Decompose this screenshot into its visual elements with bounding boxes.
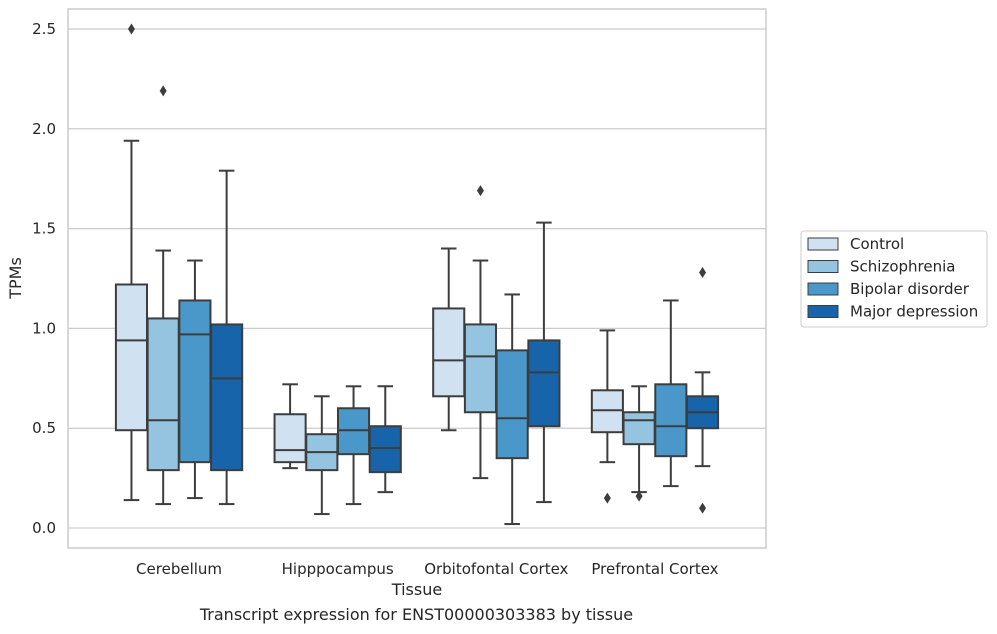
plot-frame <box>67 8 767 549</box>
box-2-2 <box>495 293 529 526</box>
x-axis-ticks: Cerebellum Hipppocampus Orbitofontal Corte… <box>136 560 719 578</box>
box-rect <box>463 323 498 414</box>
y-axis-title: TPMs <box>6 257 25 300</box>
y-axis-ticks: 0.0 0.5 1.0 1.5 2.0 2.5 <box>32 20 56 537</box>
box-3-0 <box>210 169 244 506</box>
x-tick-label: Cerebellum <box>136 560 222 578</box>
box-0-0 <box>114 23 149 502</box>
y-tick-label: 2.5 <box>32 20 56 38</box>
box-rect <box>495 349 529 460</box>
box-2-0 <box>178 259 212 500</box>
y-tick-label: 2.0 <box>32 120 56 138</box>
box-1-2 <box>463 185 498 480</box>
legend-swatch <box>807 282 839 296</box>
box-rect <box>210 323 244 472</box>
y-tick-label: 1.0 <box>32 319 56 337</box>
box-0-3 <box>590 329 624 504</box>
outlier-marker <box>159 85 167 97</box>
x-tick-label: Prefrontal Cortex <box>591 560 718 578</box>
x-axis-title: Tissue <box>391 580 442 599</box>
y-tick-label: 1.5 <box>32 220 56 238</box>
outlier-marker <box>476 185 484 197</box>
outlier-marker <box>127 23 135 35</box>
box-0-2 <box>432 247 466 432</box>
outlier-marker <box>699 267 707 279</box>
box-rect <box>114 283 149 432</box>
legend-label: Major depression <box>850 303 978 321</box>
box-rect <box>622 411 656 446</box>
box-2-1 <box>336 385 371 506</box>
box-1-0 <box>146 85 180 506</box>
legend-swatch <box>807 305 839 318</box>
box-rect <box>527 339 561 428</box>
legend-label: Bipolar disorder <box>850 280 970 298</box>
box-rect <box>178 299 212 464</box>
x-tick-label: Orbitofontal Cortex <box>424 560 568 578</box>
chart-caption: Transcript expression for ENST0000030338… <box>199 605 634 624</box>
box-1-3 <box>622 385 656 502</box>
box-0-1 <box>273 383 307 470</box>
legend-swatch <box>807 237 839 251</box>
legend-label: Schizophrenia <box>850 258 955 276</box>
box-rect <box>146 317 180 472</box>
box-rect <box>654 383 688 458</box>
x-tick-label: Hipppocampus <box>282 560 394 578</box>
legend: Control Schizophrenia Bipolar disorder Majo… <box>800 230 988 328</box>
outlier-marker <box>603 492 611 504</box>
y-tick-label: 0.5 <box>32 419 56 437</box>
legend-swatch <box>807 260 839 273</box>
box-3-1 <box>368 385 402 494</box>
legend-label: Control <box>850 235 904 253</box>
box-3-2 <box>527 221 561 504</box>
y-tick-label: 0.0 <box>32 519 56 537</box>
box-3-3 <box>685 267 720 514</box>
outlier-marker <box>635 490 643 502</box>
boxes <box>114 23 720 526</box>
box-1-1 <box>305 395 339 516</box>
outlier-marker <box>699 502 707 514</box>
box-rect <box>273 413 307 464</box>
legend-frame <box>800 230 988 328</box>
box-rect <box>432 307 466 398</box>
